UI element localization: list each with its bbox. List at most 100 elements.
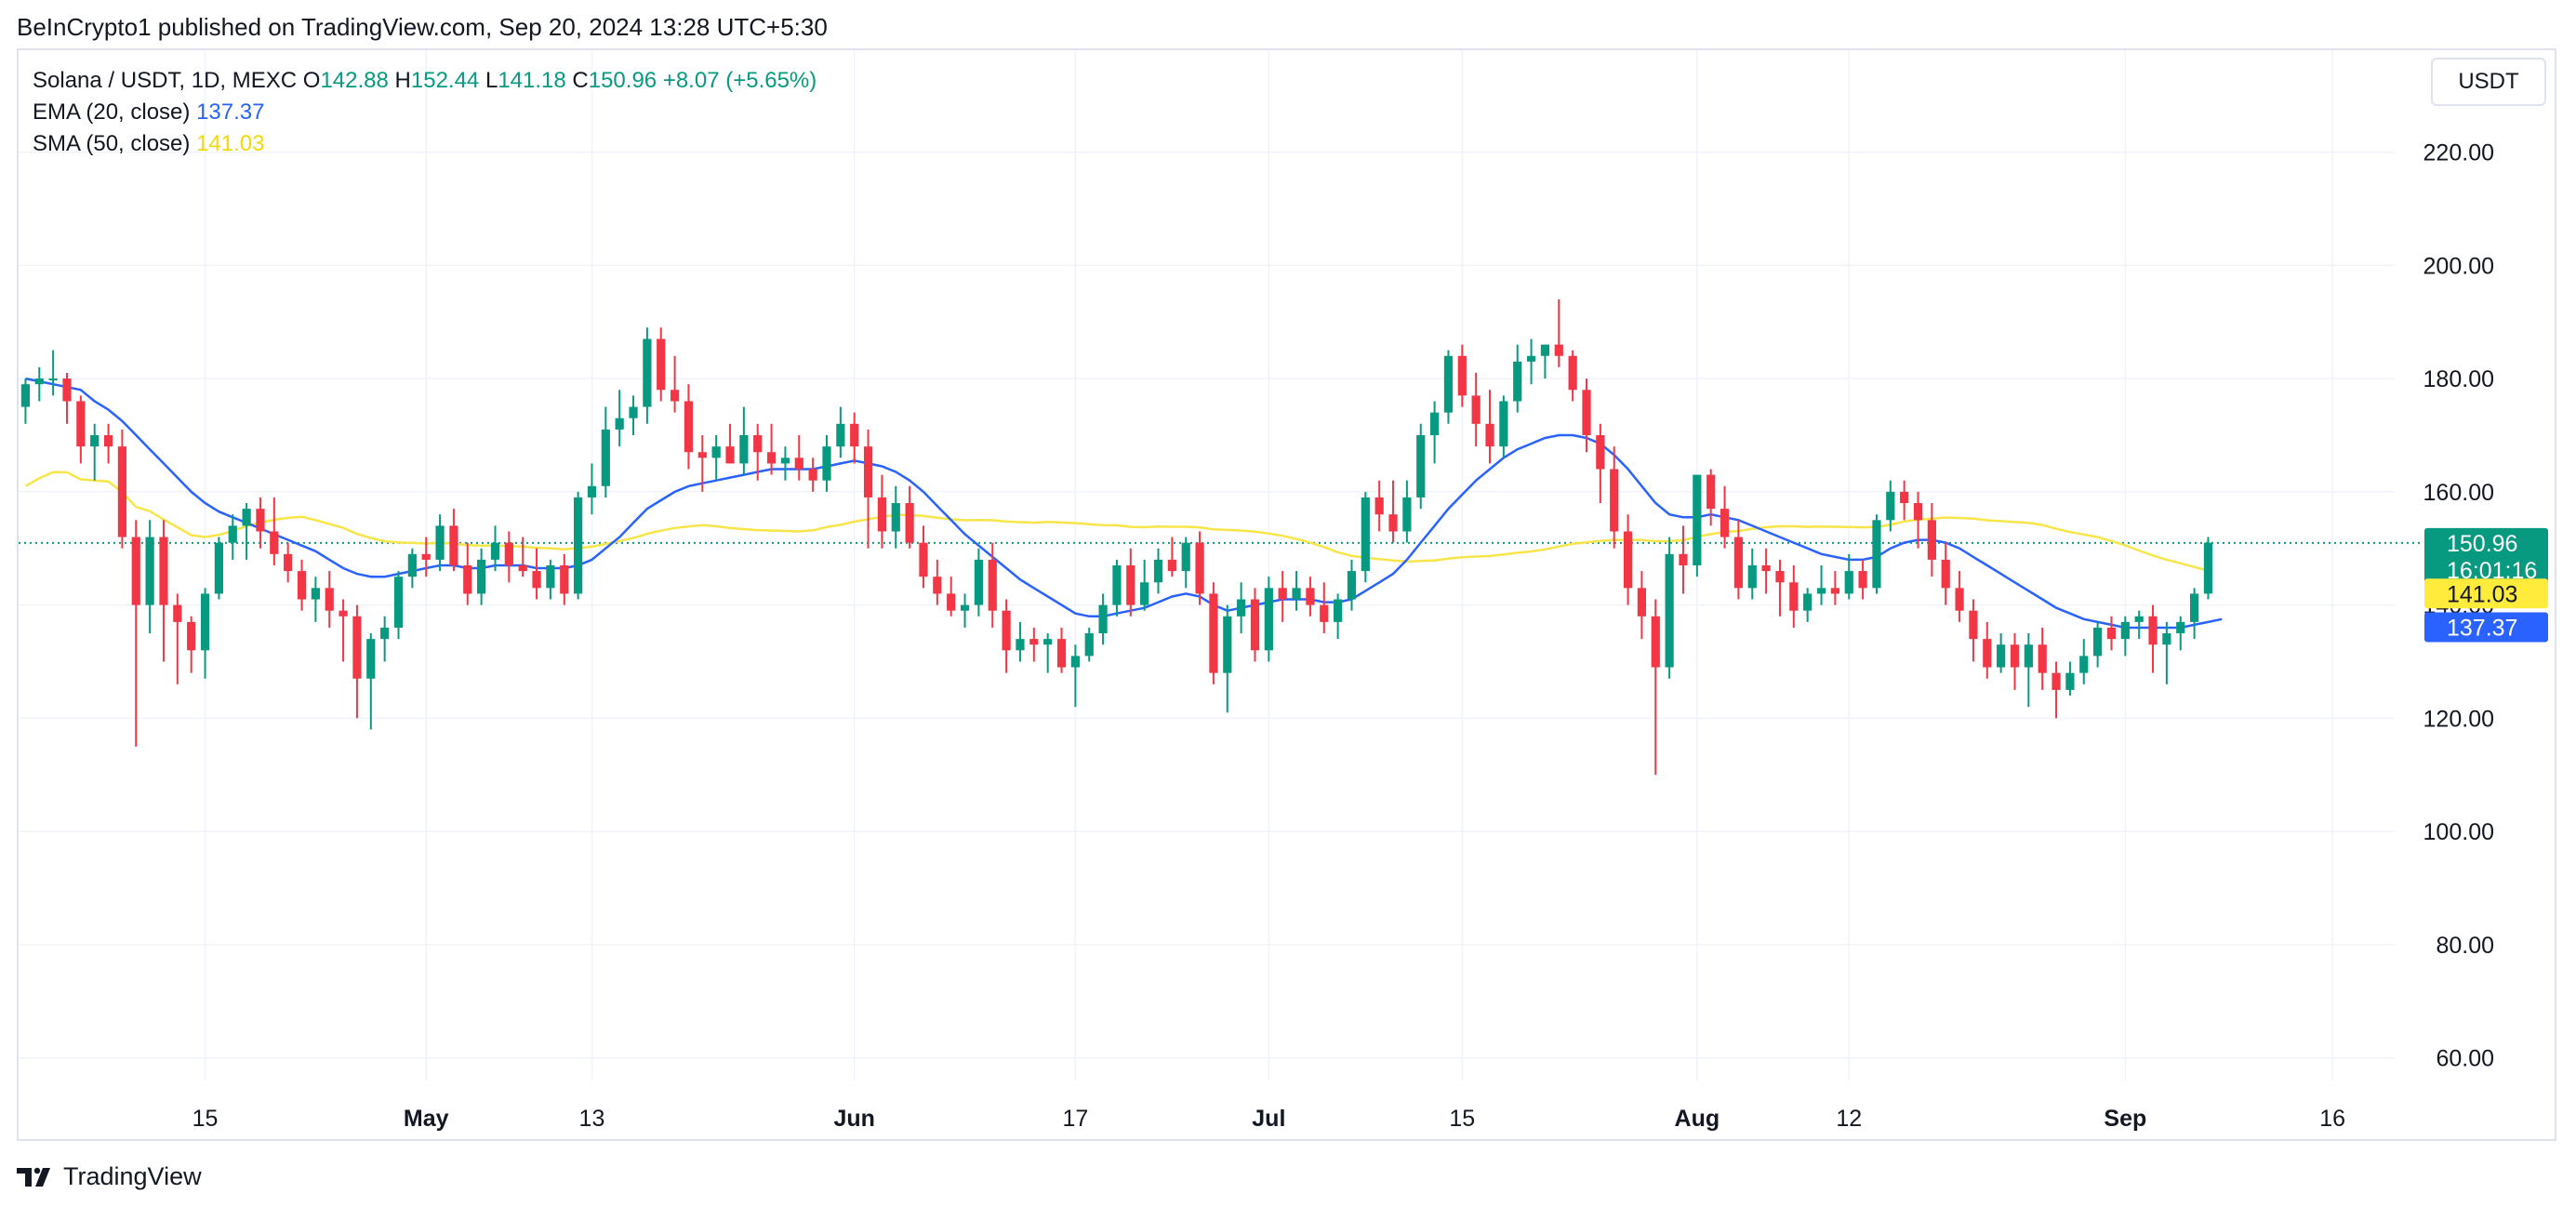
candle-up[interactable] — [601, 429, 610, 486]
candle-up[interactable] — [1112, 565, 1122, 605]
candle-down[interactable] — [62, 378, 72, 402]
tradingview-brand[interactable]: TradingView — [17, 1161, 202, 1192]
candle-down[interactable] — [753, 434, 763, 453]
candle-up[interactable] — [1140, 582, 1149, 605]
candle-down[interactable] — [560, 565, 569, 594]
candle-up[interactable] — [1665, 553, 1674, 668]
candle-up[interactable] — [90, 434, 100, 447]
candle-down[interactable] — [1610, 469, 1619, 532]
candle-down[interactable] — [1983, 639, 1992, 668]
candle-down[interactable] — [1209, 593, 1218, 673]
candle-up[interactable] — [1084, 633, 1094, 657]
candle-up[interactable] — [1334, 599, 1343, 622]
candle-down[interactable] — [117, 446, 127, 537]
candle-up[interactable] — [1499, 401, 1508, 447]
candle-up[interactable] — [2176, 621, 2185, 634]
candle-up[interactable] — [1513, 361, 1522, 402]
candle-down[interactable] — [518, 565, 527, 572]
candle-up[interactable] — [2079, 656, 2089, 673]
candle-down[interactable] — [256, 509, 265, 532]
candle-up[interactable] — [1016, 639, 1025, 651]
candle-up[interactable] — [1098, 604, 1108, 634]
sma-line[interactable] — [24, 471, 2209, 572]
candle-up[interactable] — [2065, 672, 2075, 690]
candle-up[interactable] — [1872, 520, 1881, 589]
candle-down[interactable] — [1596, 434, 1605, 470]
candle-up[interactable] — [546, 565, 555, 589]
candle-down[interactable] — [2052, 672, 2061, 690]
candle-down[interactable] — [1320, 604, 1329, 622]
candle-down[interactable] — [1775, 571, 1785, 583]
candle-down[interactable] — [159, 537, 168, 605]
candle-down[interactable] — [1651, 616, 1660, 668]
candle-down[interactable] — [1789, 582, 1799, 611]
candle-up[interactable] — [1264, 588, 1273, 651]
candle-up[interactable] — [490, 542, 500, 560]
candle-down[interactable] — [947, 593, 956, 611]
candle-up[interactable] — [407, 553, 417, 577]
candle-up[interactable] — [1181, 542, 1190, 572]
candle-down[interactable] — [1733, 537, 1744, 589]
candle-down[interactable] — [1195, 542, 1204, 594]
candle-down[interactable] — [1457, 355, 1467, 396]
candle-down[interactable] — [1002, 610, 1011, 651]
candle-down[interactable] — [1955, 588, 1964, 611]
candle-up[interactable] — [20, 384, 31, 407]
candle-up[interactable] — [1526, 355, 1536, 362]
candle-up[interactable] — [1693, 474, 1702, 565]
candle-down[interactable] — [725, 446, 735, 464]
candle-down[interactable] — [2148, 616, 2158, 645]
candle-down[interactable] — [905, 503, 914, 543]
candle-up[interactable] — [629, 406, 638, 418]
candle-down[interactable] — [1582, 390, 1591, 435]
candle-down[interactable] — [684, 401, 694, 453]
candle-up[interactable] — [1402, 497, 1412, 532]
candle-down[interactable] — [1623, 531, 1633, 589]
candle-down[interactable] — [1029, 639, 1039, 645]
candle-up[interactable] — [1347, 571, 1357, 600]
candle-down[interactable] — [532, 571, 541, 589]
candle-down[interactable] — [850, 423, 859, 447]
candle-down[interactable] — [1056, 639, 1067, 668]
candle-down[interactable] — [1900, 491, 1909, 504]
candle-down[interactable] — [2038, 644, 2047, 673]
candle-down[interactable] — [449, 525, 458, 565]
legend-sma-row[interactable]: SMA (50, close) 141.03 — [33, 128, 817, 160]
candle-down[interactable] — [1471, 395, 1481, 424]
candle-up[interactable] — [2093, 627, 2103, 657]
candle-up[interactable] — [366, 639, 376, 679]
candle-up[interactable] — [836, 423, 845, 447]
candle-down[interactable] — [421, 553, 431, 560]
candle-down[interactable] — [2106, 627, 2117, 640]
candle-up[interactable] — [822, 446, 831, 481]
candle-up[interactable] — [2162, 633, 2171, 645]
candle-down[interactable] — [1278, 588, 1287, 600]
candle-up[interactable] — [1844, 571, 1853, 594]
candle-down[interactable] — [339, 610, 348, 617]
candle-down[interactable] — [1913, 503, 1923, 521]
candle-down[interactable] — [103, 434, 113, 447]
candle-up[interactable] — [1443, 355, 1454, 413]
candle-down[interactable] — [1637, 588, 1647, 617]
candle-up[interactable] — [1070, 656, 1080, 668]
candle-up[interactable] — [2134, 616, 2144, 622]
ema-line[interactable] — [25, 377, 2223, 630]
candle-down[interactable] — [657, 338, 666, 391]
candle-up[interactable] — [1429, 412, 1440, 435]
candle-up[interactable] — [1540, 344, 1550, 356]
candle-up[interactable] — [1292, 588, 1301, 600]
candle-up[interactable] — [587, 485, 597, 497]
candle-up[interactable] — [574, 497, 583, 594]
candle-down[interactable] — [1761, 565, 1771, 572]
candle-up[interactable] — [2024, 644, 2033, 668]
candle-up[interactable] — [960, 604, 970, 611]
candle-down[interactable] — [1969, 610, 1978, 640]
candle-up[interactable] — [1886, 491, 1895, 521]
currency-button[interactable]: USDT — [2431, 58, 2546, 106]
candle-down[interactable] — [1126, 565, 1135, 605]
candle-up[interactable] — [311, 588, 320, 600]
candle-up[interactable] — [34, 378, 44, 385]
candle-down[interactable] — [1374, 497, 1384, 515]
candle-up[interactable] — [643, 338, 652, 407]
